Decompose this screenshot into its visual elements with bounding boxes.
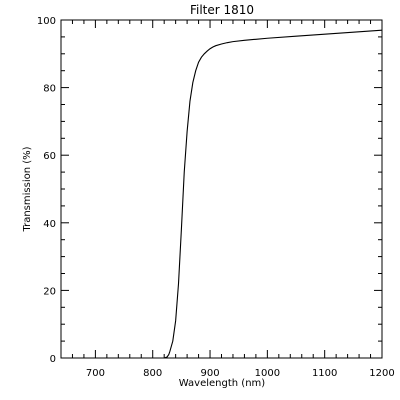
y-tick-label: 0: [50, 354, 56, 365]
x-tick-label: 1000: [255, 368, 280, 379]
plot-frame: [60, 19, 383, 359]
x-tick-label: 900: [200, 368, 219, 379]
x-tick-label: 800: [143, 368, 162, 379]
chart-title: Filter 1810: [190, 3, 254, 17]
y-tick-label: 60: [43, 151, 56, 162]
x-tick-label: 700: [86, 368, 105, 379]
x-tick-label: 1200: [369, 368, 394, 379]
y-tick-label: 80: [43, 84, 56, 95]
x-tick-label: 1100: [312, 368, 337, 379]
x-axis-label: Wavelength (nm): [179, 378, 265, 389]
tick-labels: 700 800 900 1000 1100 1200 0 20 40 60 80 100: [37, 16, 395, 379]
y-axis-label: Transmission (%): [22, 146, 33, 232]
y-tick-label: 20: [43, 286, 56, 297]
y-tick-label: 40: [43, 219, 56, 230]
y-tick-label: 100: [37, 16, 56, 27]
series-line-transmission: [163, 29, 383, 359]
axis-ticks: [60, 19, 383, 359]
